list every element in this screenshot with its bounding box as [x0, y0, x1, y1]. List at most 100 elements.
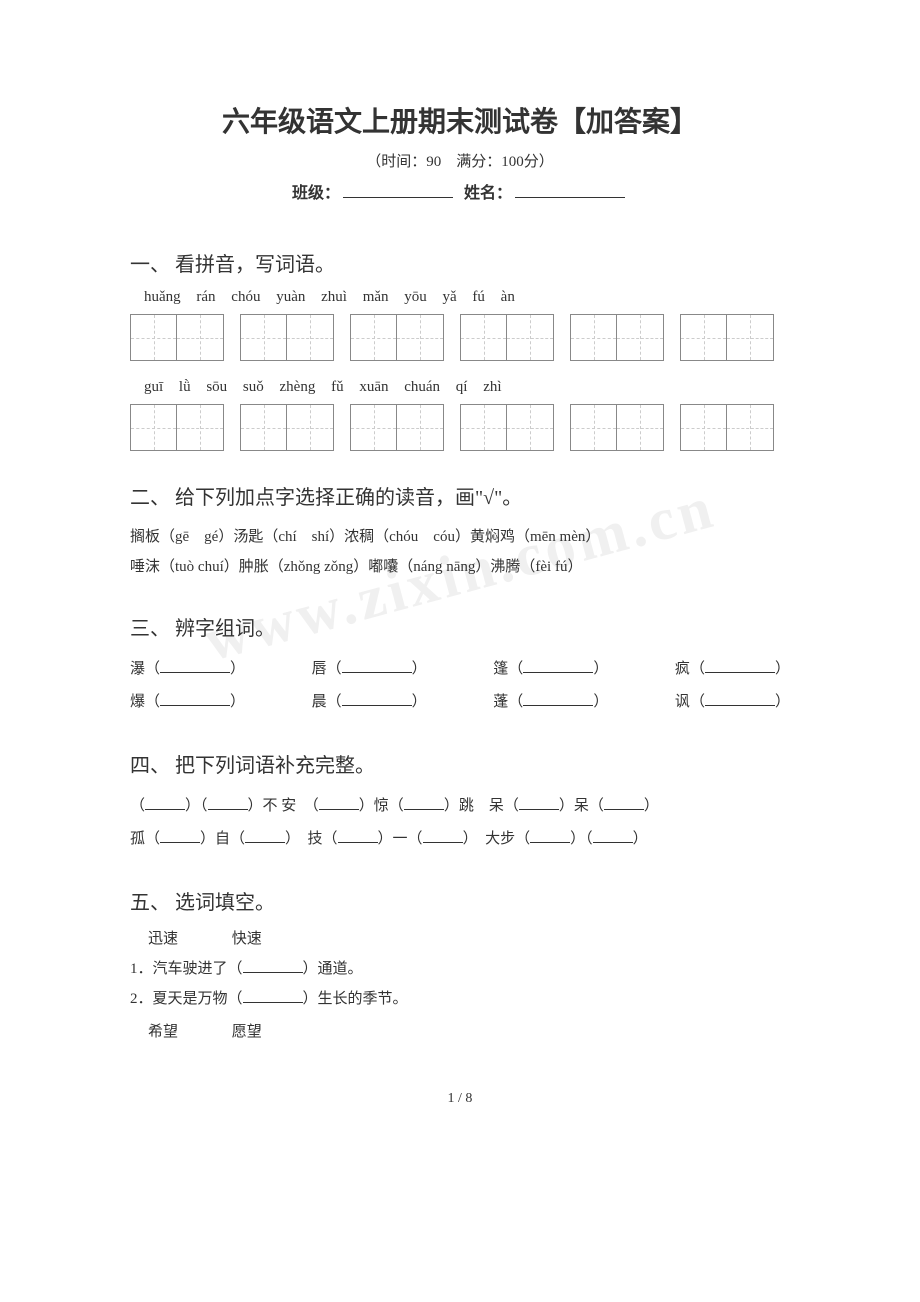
class-label: 班级： [292, 185, 340, 202]
char-box [240, 314, 287, 361]
char-box [460, 314, 507, 361]
blank [523, 672, 593, 673]
section-2-heading: 二、 给下列加点字选择正确的读音，画"√"。 [130, 481, 790, 510]
char-box [570, 314, 617, 361]
subtitle: （时间：90 满分：100分） [130, 150, 790, 171]
choice-word: 希望 [148, 1024, 178, 1040]
blank [530, 842, 570, 843]
char-box-group [680, 314, 774, 361]
char-label: 讽 [675, 694, 690, 710]
blank [160, 705, 230, 706]
blank [404, 809, 444, 810]
class-blank [343, 197, 453, 198]
fill-item: 蓬（） [493, 686, 608, 719]
char-box [350, 404, 397, 451]
char-box-group [240, 314, 334, 361]
text-part: 孤（ [130, 831, 160, 847]
text-part: ）不 安 （ [248, 798, 319, 814]
char-box [727, 314, 774, 361]
blank [705, 705, 775, 706]
blank [338, 842, 378, 843]
name-blank [515, 197, 625, 198]
char-box [397, 404, 444, 451]
blank [145, 809, 185, 810]
text-part: ） 技（ [285, 831, 338, 847]
question-1: 1．汽车驶进了（）通道。 [130, 954, 790, 984]
fill-item: 晨（） [312, 686, 427, 719]
fill-item: 瀑（） [130, 653, 245, 686]
blank [705, 672, 775, 673]
text-part: ）（ [185, 798, 208, 814]
blank [342, 705, 412, 706]
char-box [177, 404, 224, 451]
text-part: （ [130, 798, 145, 814]
char-label: 爆 [130, 694, 145, 710]
q-text: 2．夏天是万物（ [130, 991, 243, 1007]
fill-item: 篷（） [493, 653, 608, 686]
blank [245, 842, 285, 843]
blank [423, 842, 463, 843]
char-box [130, 404, 177, 451]
text-part: ）惊（ [359, 798, 404, 814]
char-box-group [240, 404, 334, 451]
section-2-line-1: 搁板（gē gé）汤匙（chí shí）浓稠（chóu cóu）黄焖鸡（mēn … [130, 522, 790, 552]
section-3-heading: 三、 辨字组词。 [130, 612, 790, 641]
char-box [460, 404, 507, 451]
document-content: 六年级语文上册期末测试卷【加答案】 （时间：90 满分：100分） 班级： 姓名… [130, 100, 790, 1107]
blank [243, 1002, 303, 1003]
choice-word: 迅速 [148, 931, 178, 947]
text-part: ） 大步（ [463, 831, 531, 847]
blank [519, 809, 559, 810]
char-box-group [460, 404, 554, 451]
fill-item: 爆（） [130, 686, 245, 719]
char-box-group [460, 314, 554, 361]
char-label: 蓬 [493, 694, 508, 710]
fill-item: 讽（） [675, 686, 790, 719]
char-box [680, 314, 727, 361]
word-choice-1: 迅速 快速 [148, 927, 790, 948]
blank [342, 672, 412, 673]
page-title: 六年级语文上册期末测试卷【加答案】 [130, 100, 790, 140]
student-info-line: 班级： 姓名： [130, 179, 790, 203]
char-box [397, 314, 444, 361]
char-box [507, 314, 554, 361]
blank [243, 972, 303, 973]
section-3-row-1: 瀑（） 唇（） 篷（） 疯（） [130, 653, 790, 686]
blank [319, 809, 359, 810]
blank [604, 809, 644, 810]
char-box-row-1 [130, 314, 790, 361]
fill-item: 疯（） [675, 653, 790, 686]
char-box-group [350, 404, 444, 451]
char-box-group [680, 404, 774, 451]
section-5-heading: 五、 选词填空。 [130, 886, 790, 915]
blank [160, 842, 200, 843]
char-label: 篷 [493, 661, 508, 677]
section-4-line-1: （）（）不 安 （）惊（）跳 呆（）呆（） [130, 790, 790, 823]
char-box [617, 314, 664, 361]
q-text: ）生长的季节。 [303, 991, 408, 1007]
char-label: 晨 [312, 694, 327, 710]
text-part: ）一（ [378, 831, 423, 847]
char-box [130, 314, 177, 361]
char-label: 瀑 [130, 661, 145, 677]
blank [208, 809, 248, 810]
char-box-group [130, 404, 224, 451]
char-box-group [130, 314, 224, 361]
blank [523, 705, 593, 706]
text-part: ）跳 呆（ [444, 798, 519, 814]
pinyin-row-2: guī lǜ sōu suǒ zhèng fǔ xuān chuán qí zh… [144, 379, 790, 396]
char-box [680, 404, 727, 451]
char-box [287, 314, 334, 361]
choice-word: 愿望 [232, 1024, 262, 1040]
text-part: ） [633, 831, 648, 847]
char-box [177, 314, 224, 361]
section-4-heading: 四、 把下列词语补充完整。 [130, 749, 790, 778]
char-box [507, 404, 554, 451]
char-box [617, 404, 664, 451]
char-box-row-2 [130, 404, 790, 451]
char-box [287, 404, 334, 451]
word-choice-2: 希望 愿望 [148, 1020, 790, 1041]
question-2: 2．夏天是万物（ ）生长的季节。 [130, 984, 790, 1014]
char-box-group [570, 404, 664, 451]
char-box-group [350, 314, 444, 361]
